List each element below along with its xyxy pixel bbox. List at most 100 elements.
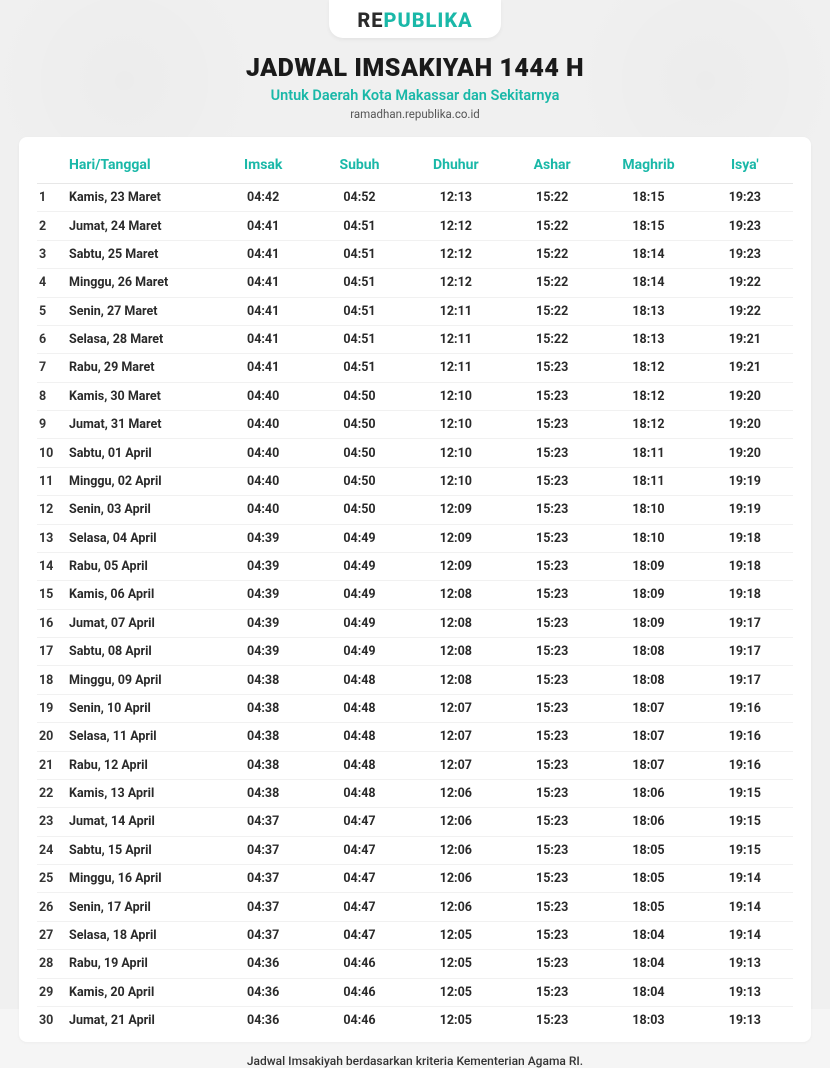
cell-dhuhur: 12:05 (408, 950, 504, 978)
cell-dhuhur: 12:08 (408, 666, 504, 694)
cell-isya: 19:23 (697, 212, 793, 240)
cell-num: 29 (37, 978, 65, 1006)
cell-ashar: 15:23 (504, 1006, 600, 1034)
col-header-imsak: Imsak (215, 151, 311, 184)
cell-ashar: 15:23 (504, 496, 600, 524)
table-row: 11Minggu, 02 April04:4004:5012:1015:2318… (37, 467, 793, 495)
cell-imsak: 04:41 (215, 354, 311, 382)
cell-subuh: 04:51 (311, 354, 407, 382)
cell-maghrib: 18:12 (600, 354, 696, 382)
cell-dhuhur: 12:07 (408, 751, 504, 779)
cell-num: 12 (37, 496, 65, 524)
table-row: 23Jumat, 14 April04:3704:4712:0615:2318:… (37, 808, 793, 836)
cell-imsak: 04:37 (215, 893, 311, 921)
cell-subuh: 04:51 (311, 240, 407, 268)
cell-ashar: 15:22 (504, 240, 600, 268)
cell-maghrib: 18:15 (600, 212, 696, 240)
cell-num: 8 (37, 382, 65, 410)
table-row: 8Kamis, 30 Maret04:4004:5012:1015:2318:1… (37, 382, 793, 410)
cell-isya: 19:23 (697, 184, 793, 212)
cell-dhuhur: 12:08 (408, 609, 504, 637)
table-row: 29Kamis, 20 April04:3604:4612:0515:2318:… (37, 978, 793, 1006)
cell-isya: 19:22 (697, 269, 793, 297)
cell-dhuhur: 12:06 (408, 893, 504, 921)
cell-imsak: 04:40 (215, 496, 311, 524)
cell-num: 11 (37, 467, 65, 495)
cell-subuh: 04:47 (311, 921, 407, 949)
cell-dhuhur: 12:11 (408, 354, 504, 382)
cell-imsak: 04:39 (215, 581, 311, 609)
cell-date: Kamis, 20 April (65, 978, 215, 1006)
cell-num: 2 (37, 212, 65, 240)
cell-dhuhur: 12:07 (408, 723, 504, 751)
cell-imsak: 04:36 (215, 978, 311, 1006)
cell-subuh: 04:48 (311, 666, 407, 694)
cell-maghrib: 18:07 (600, 723, 696, 751)
page-subtitle: Untuk Daerah Kota Makassar dan Sekitarny… (271, 87, 560, 104)
cell-date: Jumat, 21 April (65, 1006, 215, 1034)
cell-dhuhur: 12:05 (408, 921, 504, 949)
cell-dhuhur: 12:13 (408, 184, 504, 212)
cell-subuh: 04:48 (311, 694, 407, 722)
col-header-dhuhur: Dhuhur (408, 151, 504, 184)
cell-ashar: 15:23 (504, 638, 600, 666)
cell-maghrib: 18:08 (600, 638, 696, 666)
col-header-isya: Isya' (697, 151, 793, 184)
cell-num: 15 (37, 581, 65, 609)
cell-maghrib: 18:06 (600, 779, 696, 807)
table-row: 2Jumat, 24 Maret04:4104:5112:1215:2218:1… (37, 212, 793, 240)
cell-date: Jumat, 24 Maret (65, 212, 215, 240)
cell-isya: 19:20 (697, 382, 793, 410)
cell-subuh: 04:49 (311, 552, 407, 580)
cell-num: 23 (37, 808, 65, 836)
page: REPUBLIKA JADWAL IMSAKIYAH 1444 H Untuk … (0, 0, 830, 1009)
cell-date: Jumat, 14 April (65, 808, 215, 836)
cell-dhuhur: 12:10 (408, 467, 504, 495)
schedule-card: Hari/Tanggal Imsak Subuh Dhuhur Ashar Ma… (19, 137, 811, 1042)
cell-ashar: 15:23 (504, 865, 600, 893)
table-row: 20Selasa, 11 April04:3804:4812:0715:2318… (37, 723, 793, 751)
cell-isya: 19:19 (697, 496, 793, 524)
cell-dhuhur: 12:09 (408, 524, 504, 552)
cell-isya: 19:15 (697, 836, 793, 864)
cell-ashar: 15:23 (504, 354, 600, 382)
cell-maghrib: 18:04 (600, 921, 696, 949)
cell-dhuhur: 12:10 (408, 411, 504, 439)
cell-dhuhur: 12:11 (408, 297, 504, 325)
cell-imsak: 04:36 (215, 1006, 311, 1034)
cell-maghrib: 18:10 (600, 496, 696, 524)
cell-imsak: 04:37 (215, 836, 311, 864)
cell-num: 4 (37, 269, 65, 297)
cell-dhuhur: 12:12 (408, 240, 504, 268)
cell-maghrib: 18:09 (600, 552, 696, 580)
cell-imsak: 04:41 (215, 212, 311, 240)
cell-maghrib: 18:08 (600, 666, 696, 694)
cell-dhuhur: 12:06 (408, 836, 504, 864)
cell-subuh: 04:50 (311, 496, 407, 524)
cell-dhuhur: 12:06 (408, 865, 504, 893)
cell-isya: 19:14 (697, 865, 793, 893)
cell-imsak: 04:38 (215, 779, 311, 807)
table-row: 24Sabtu, 15 April04:3704:4712:0615:2318:… (37, 836, 793, 864)
cell-ashar: 15:23 (504, 950, 600, 978)
cell-ashar: 15:23 (504, 808, 600, 836)
table-row: 15Kamis, 06 April04:3904:4912:0815:2318:… (37, 581, 793, 609)
cell-maghrib: 18:06 (600, 808, 696, 836)
cell-isya: 19:13 (697, 950, 793, 978)
cell-isya: 19:18 (697, 581, 793, 609)
cell-num: 21 (37, 751, 65, 779)
cell-ashar: 15:22 (504, 325, 600, 353)
cell-isya: 19:18 (697, 524, 793, 552)
cell-ashar: 15:23 (504, 581, 600, 609)
cell-dhuhur: 12:09 (408, 496, 504, 524)
cell-dhuhur: 12:10 (408, 439, 504, 467)
cell-num: 25 (37, 865, 65, 893)
cell-subuh: 04:48 (311, 751, 407, 779)
cell-isya: 19:15 (697, 808, 793, 836)
cell-dhuhur: 12:06 (408, 779, 504, 807)
cell-dhuhur: 12:08 (408, 638, 504, 666)
cell-imsak: 04:38 (215, 751, 311, 779)
table-row: 5Senin, 27 Maret04:4104:5112:1115:2218:1… (37, 297, 793, 325)
cell-num: 1 (37, 184, 65, 212)
cell-num: 20 (37, 723, 65, 751)
